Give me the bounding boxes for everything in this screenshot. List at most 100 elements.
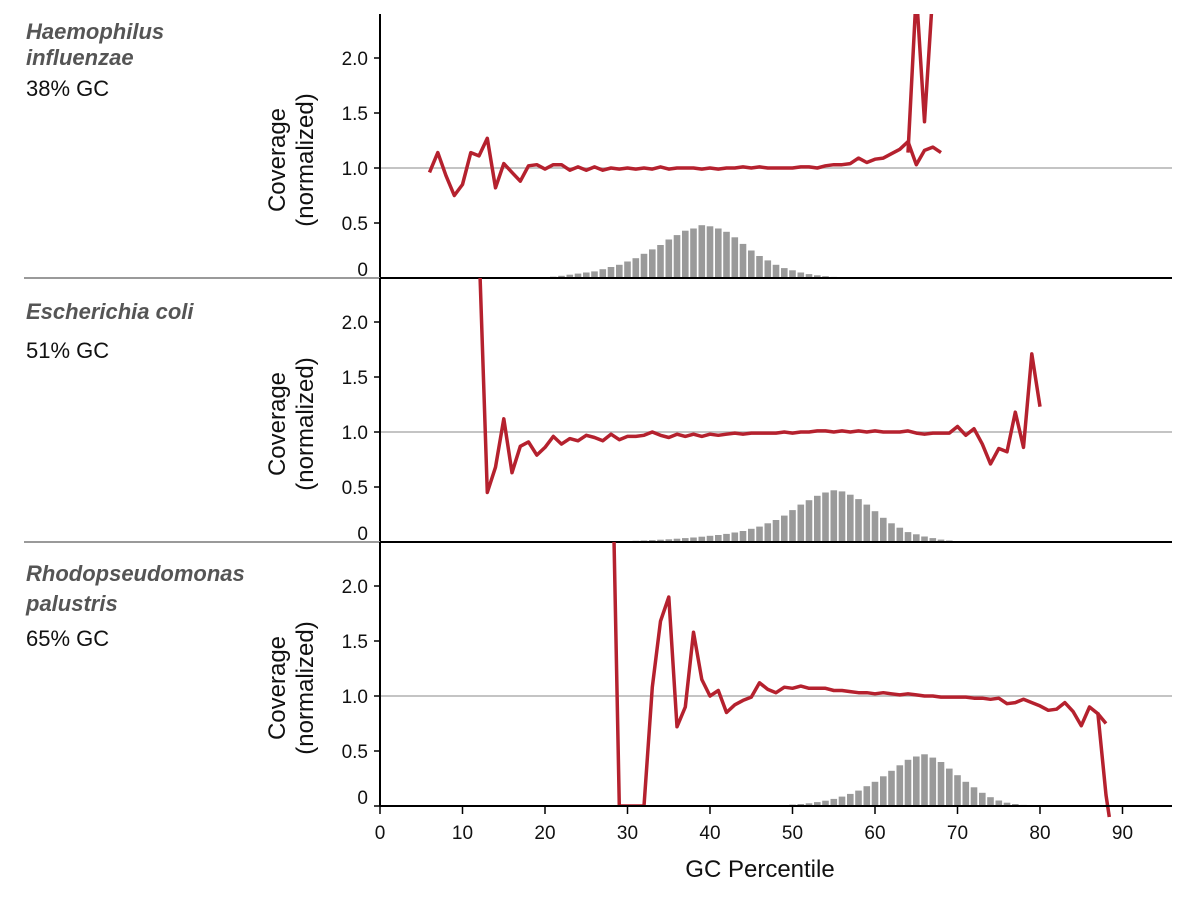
histogram-bar [599, 269, 607, 278]
coverage-line [478, 278, 1042, 495]
histogram-bar [706, 226, 714, 278]
histogram-bar [797, 504, 805, 542]
panel-3-label: Rhodopseudomonas palustris 65% GC [26, 560, 245, 652]
histogram-bar [921, 536, 928, 542]
histogram-bar [690, 228, 697, 278]
histogram-bar [764, 260, 772, 278]
y-axis-title-line: Coverage [264, 108, 291, 212]
histogram-bar [987, 797, 994, 806]
y-tick-label: 1.5 [342, 368, 368, 389]
y-axis-title-line: (normalized) [292, 93, 319, 226]
histogram-bar [781, 515, 788, 542]
histogram-bar [929, 757, 937, 806]
histogram-bar [871, 511, 879, 542]
histogram-bar [847, 494, 854, 542]
histogram-bar [896, 765, 904, 806]
x-tick-label: 60 [864, 823, 885, 844]
panel-1-gc-label: 38% GC [26, 76, 110, 101]
histogram-bar [830, 490, 838, 542]
panel-2-gc-label: 51% GC [26, 338, 110, 363]
y-axis-title: Coverage(normalized) [264, 357, 319, 490]
histogram-bar [706, 535, 714, 542]
histogram-bar [649, 249, 656, 278]
histogram-bar [904, 759, 912, 806]
y-axis-title-line: (normalized) [292, 357, 319, 490]
histogram-bar [904, 532, 912, 542]
y-tick-label: 0 [357, 524, 368, 545]
histogram-bar [640, 253, 648, 278]
histogram-bar [896, 527, 904, 542]
histogram-bar [698, 536, 706, 542]
histogram-bar [583, 272, 590, 278]
histogram-bar [682, 538, 689, 542]
histogram-bar [937, 762, 945, 806]
histogram-bar [731, 237, 739, 278]
coverage-line [612, 542, 1108, 806]
y-tick-label: 1.5 [342, 104, 368, 125]
histogram-bar [954, 775, 961, 806]
x-tick-label: 50 [782, 823, 803, 844]
histogram-bar [673, 538, 681, 542]
histogram-bar [880, 776, 887, 806]
histogram-bar [723, 231, 730, 278]
y-tick-label: 1.0 [342, 687, 368, 708]
histogram-bar [748, 528, 755, 542]
x-tick-label: 30 [617, 823, 638, 844]
histogram-bar [814, 275, 821, 279]
x-tick-label: 40 [699, 823, 720, 844]
panel-3-species-line1: Rhodopseudomonas [26, 561, 245, 586]
histogram-bar [748, 250, 755, 278]
y-axis-title-line: Coverage [264, 372, 291, 476]
x-axis-title: GC Percentile [685, 856, 834, 883]
y-tick-label: 1.5 [342, 632, 368, 653]
y-tick-label: 2.0 [342, 577, 368, 598]
y-axis-title: Coverage(normalized) [264, 93, 319, 226]
histogram-bar [789, 270, 796, 278]
histogram-bar [805, 274, 813, 278]
y-axis-title-line: (normalized) [292, 621, 319, 754]
histogram-bar [814, 495, 821, 542]
panel-2-label: Escherichia coli 51% GC [26, 298, 194, 364]
histogram-bar [673, 235, 681, 278]
panel-1: 0 0.5 1.0 1.5 2.0 Coverage(normalized) [264, 14, 1172, 281]
histogram-bar [616, 264, 623, 278]
histogram-bar [624, 261, 631, 278]
y-axis-title-line: Coverage [264, 636, 291, 740]
x-tick-label: 0 [375, 823, 386, 844]
histogram-bar [995, 800, 1003, 806]
histogram-bar [632, 258, 640, 278]
histogram-bar [574, 273, 582, 278]
x-tick-label: 10 [452, 823, 473, 844]
histogram-bar [871, 781, 879, 806]
coverage-tail [1096, 712, 1112, 818]
histogram-bar [698, 225, 706, 278]
panel-3-species-line2: palustris [26, 591, 118, 616]
histogram-bar [855, 499, 862, 542]
y-tick-label: 0.5 [342, 742, 368, 763]
histogram-bar [838, 796, 846, 806]
histogram-bar [880, 517, 887, 542]
histogram-bar [607, 267, 615, 278]
coverage-spike [906, 14, 934, 153]
histogram-bar [888, 770, 895, 806]
y-tick-label: 0.5 [342, 478, 368, 499]
histogram-bar [772, 520, 780, 542]
histogram-bar [781, 268, 788, 278]
histogram-bar [913, 756, 920, 806]
y-axis-title: Coverage(normalized) [264, 621, 319, 754]
histogram-bar [847, 793, 854, 806]
histogram-bar [830, 798, 838, 806]
panel-2-species-line1: Escherichia coli [26, 299, 194, 324]
panel-1-species-line1: Haemophilus [26, 19, 165, 44]
histogram-bar [888, 523, 895, 542]
y-tick-label: 0 [357, 788, 368, 809]
histogram-bar [591, 271, 598, 278]
histogram-bar [970, 787, 978, 806]
x-tick-label: 80 [1029, 823, 1050, 844]
histogram-bar [921, 754, 928, 806]
histogram-bar [739, 531, 747, 542]
y-tick-label: 1.0 [342, 159, 368, 180]
histogram-bar [937, 539, 945, 542]
panel-3-gc-label: 65% GC [26, 626, 110, 651]
